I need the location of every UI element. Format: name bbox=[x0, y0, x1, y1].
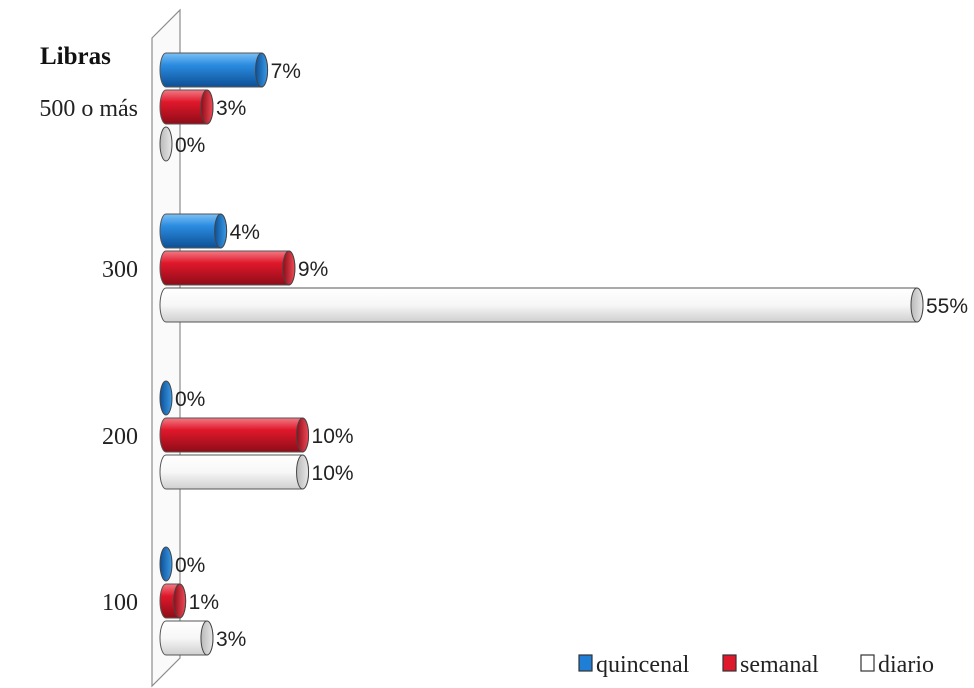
data-label-diario-100: 3% bbox=[216, 628, 246, 651]
bar-diario-500-o-mas bbox=[159, 126, 173, 162]
bar-semanal-500-o-mas bbox=[159, 89, 214, 125]
category-label-200: 200 bbox=[102, 424, 138, 450]
legend-swatch-semanal bbox=[722, 654, 737, 672]
bars bbox=[159, 52, 924, 656]
bar-quincenal-500-o-mas bbox=[159, 52, 269, 88]
axis-wall bbox=[151, 8, 181, 688]
data-label-diario-200: 10% bbox=[312, 462, 354, 485]
data-label-quincenal-200: 0% bbox=[175, 388, 205, 411]
bar-semanal-200 bbox=[159, 417, 310, 453]
legend-label-quincenal: quincenal bbox=[596, 652, 690, 678]
legend-item-diario: diario bbox=[860, 652, 934, 678]
legend-swatch-diario bbox=[860, 654, 875, 672]
data-label-quincenal-100: 0% bbox=[175, 554, 205, 577]
category-label-500-o-mas: 500 o más bbox=[39, 96, 138, 122]
axis-title: Libras bbox=[40, 43, 111, 70]
data-label-diario-300: 55% bbox=[926, 295, 968, 318]
data-label-diario-500-o-mas: 0% bbox=[175, 134, 205, 157]
legend-swatch-quincenal bbox=[578, 654, 593, 672]
data-label-semanal-500-o-mas: 3% bbox=[216, 97, 246, 120]
data-label-semanal-300: 9% bbox=[298, 258, 328, 281]
data-label-quincenal-300: 4% bbox=[230, 221, 260, 244]
category-label-300: 300 bbox=[102, 257, 138, 283]
legend-label-diario: diario bbox=[878, 652, 934, 678]
category-label-100: 100 bbox=[102, 590, 138, 616]
bar-quincenal-200 bbox=[159, 380, 173, 416]
data-label-quincenal-500-o-mas: 7% bbox=[271, 60, 301, 83]
bar-quincenal-100 bbox=[159, 546, 173, 582]
bar-quincenal-300 bbox=[159, 213, 228, 249]
bar-semanal-300 bbox=[159, 250, 296, 286]
bar-diario-200 bbox=[159, 454, 310, 490]
category-labels: 500 o más 300 200 100 bbox=[39, 96, 138, 616]
legend-label-semanal: semanal bbox=[740, 652, 819, 678]
legend-item-semanal: semanal bbox=[722, 652, 819, 678]
bar-diario-300 bbox=[159, 287, 924, 323]
legend-item-quincenal: quincenal bbox=[578, 652, 690, 678]
bar-semanal-100 bbox=[159, 583, 187, 619]
bar-diario-100 bbox=[159, 620, 214, 656]
data-label-semanal-200: 10% bbox=[312, 425, 354, 448]
data-label-semanal-100: 1% bbox=[189, 591, 219, 614]
legend: quincenal semanal diario bbox=[578, 652, 934, 678]
data-labels: 7% 3% 0% 4% 9% 55% 0% 10% 10% 0% 1% 3% bbox=[175, 60, 968, 651]
